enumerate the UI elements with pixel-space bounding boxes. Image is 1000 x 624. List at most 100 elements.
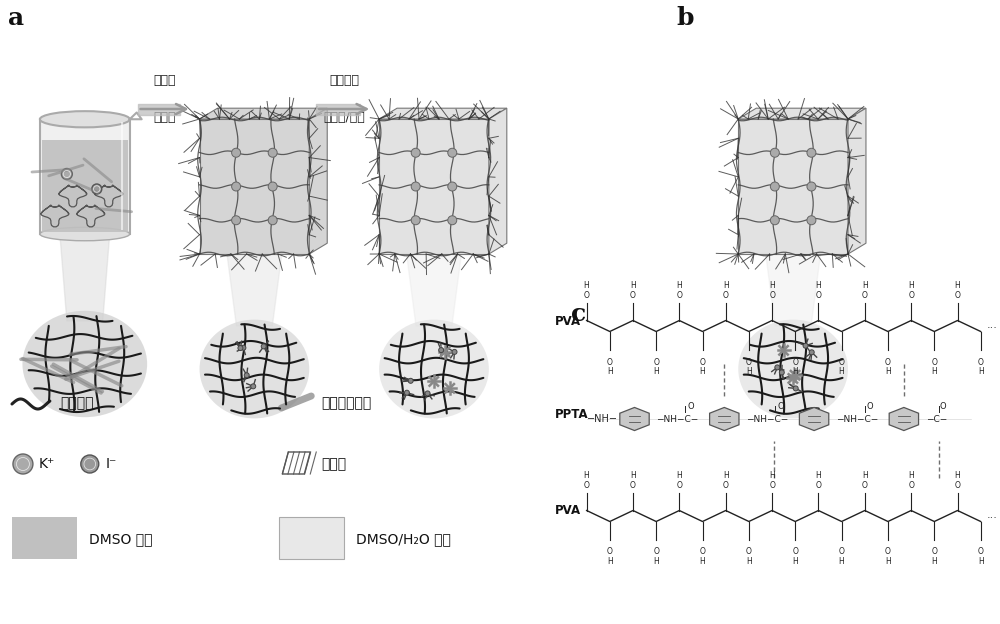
Text: H: H xyxy=(978,366,984,376)
Ellipse shape xyxy=(738,319,848,419)
Text: O: O xyxy=(746,547,752,557)
Text: H: H xyxy=(769,470,775,479)
Text: H: H xyxy=(885,557,891,565)
Text: O: O xyxy=(607,358,613,366)
Text: H: H xyxy=(769,281,775,290)
Circle shape xyxy=(268,182,277,191)
Text: −NH−C−: −NH−C− xyxy=(836,414,878,424)
Text: H: H xyxy=(931,366,937,376)
Polygon shape xyxy=(738,119,848,254)
Text: 结晶区: 结晶区 xyxy=(321,457,346,471)
Text: O: O xyxy=(931,547,937,557)
Circle shape xyxy=(411,182,420,191)
Text: O: O xyxy=(862,291,868,301)
Circle shape xyxy=(241,345,246,350)
Circle shape xyxy=(807,149,816,157)
Text: −NH−: −NH− xyxy=(587,414,618,424)
Polygon shape xyxy=(407,254,461,326)
Text: O: O xyxy=(792,358,798,366)
Text: H: H xyxy=(931,557,937,565)
Text: 冷冻凝胶: 冷冻凝胶 xyxy=(329,74,359,87)
Polygon shape xyxy=(42,140,128,232)
Circle shape xyxy=(448,216,457,225)
Circle shape xyxy=(793,386,798,391)
Text: H: H xyxy=(630,470,636,479)
Text: −NH−C−: −NH−C− xyxy=(656,414,699,424)
Text: −C−: −C− xyxy=(926,414,947,424)
Polygon shape xyxy=(379,108,507,119)
Circle shape xyxy=(411,149,420,157)
Text: −NH−C−: −NH−C− xyxy=(746,414,788,424)
FancyBboxPatch shape xyxy=(279,517,344,559)
Circle shape xyxy=(775,365,780,370)
Text: O: O xyxy=(700,358,705,366)
Text: O: O xyxy=(676,291,682,301)
Text: H: H xyxy=(908,281,914,290)
Polygon shape xyxy=(848,108,866,254)
Circle shape xyxy=(92,184,102,194)
Text: O: O xyxy=(746,358,752,366)
Circle shape xyxy=(81,455,99,473)
Text: H: H xyxy=(885,366,891,376)
Text: H: H xyxy=(816,470,821,479)
Text: O: O xyxy=(777,401,784,411)
Polygon shape xyxy=(620,407,649,431)
Text: H: H xyxy=(862,281,868,290)
Text: 相分离/结晶: 相分离/结晶 xyxy=(323,111,365,124)
Circle shape xyxy=(61,168,72,180)
Text: O: O xyxy=(584,482,590,490)
Ellipse shape xyxy=(22,311,147,417)
Ellipse shape xyxy=(40,227,130,241)
Polygon shape xyxy=(738,108,866,119)
Circle shape xyxy=(807,216,816,225)
Polygon shape xyxy=(60,234,110,321)
Polygon shape xyxy=(889,407,919,431)
Text: ...: ... xyxy=(987,510,998,520)
Circle shape xyxy=(13,454,33,474)
Circle shape xyxy=(803,343,808,348)
Text: c: c xyxy=(571,302,586,326)
Text: H: H xyxy=(816,281,821,290)
Text: PPTA: PPTA xyxy=(555,407,588,421)
Polygon shape xyxy=(710,407,739,431)
Text: a: a xyxy=(8,6,24,30)
Polygon shape xyxy=(200,119,309,254)
Text: H: H xyxy=(607,366,613,376)
Text: H: H xyxy=(653,557,659,565)
Text: H: H xyxy=(723,281,729,290)
Circle shape xyxy=(807,182,816,191)
Circle shape xyxy=(779,370,784,375)
Circle shape xyxy=(232,149,241,157)
Text: H: H xyxy=(955,281,960,290)
Text: O: O xyxy=(815,291,821,301)
Circle shape xyxy=(770,182,779,191)
Text: O: O xyxy=(867,401,874,411)
Text: I⁻: I⁻ xyxy=(106,457,117,471)
Text: H: H xyxy=(630,281,636,290)
Text: H: H xyxy=(908,470,914,479)
Circle shape xyxy=(268,216,277,225)
Polygon shape xyxy=(200,108,327,119)
Polygon shape xyxy=(309,108,327,254)
Text: K⁺: K⁺ xyxy=(39,457,55,471)
FancyBboxPatch shape xyxy=(12,517,77,559)
Text: H: H xyxy=(839,557,844,565)
Text: O: O xyxy=(908,291,914,301)
Text: H: H xyxy=(978,557,984,565)
Text: O: O xyxy=(687,401,694,411)
Text: 相分离: 相分离 xyxy=(153,111,176,124)
Circle shape xyxy=(770,149,779,157)
Text: H: H xyxy=(746,557,752,565)
Text: O: O xyxy=(723,291,729,301)
Text: O: O xyxy=(815,482,821,490)
Polygon shape xyxy=(40,119,130,234)
Circle shape xyxy=(232,182,241,191)
Ellipse shape xyxy=(40,111,130,127)
Circle shape xyxy=(448,182,457,191)
Text: H: H xyxy=(862,470,868,479)
Text: O: O xyxy=(653,547,659,557)
Circle shape xyxy=(411,216,420,225)
Circle shape xyxy=(404,390,409,395)
Text: H: H xyxy=(746,366,752,376)
Text: H: H xyxy=(584,281,589,290)
